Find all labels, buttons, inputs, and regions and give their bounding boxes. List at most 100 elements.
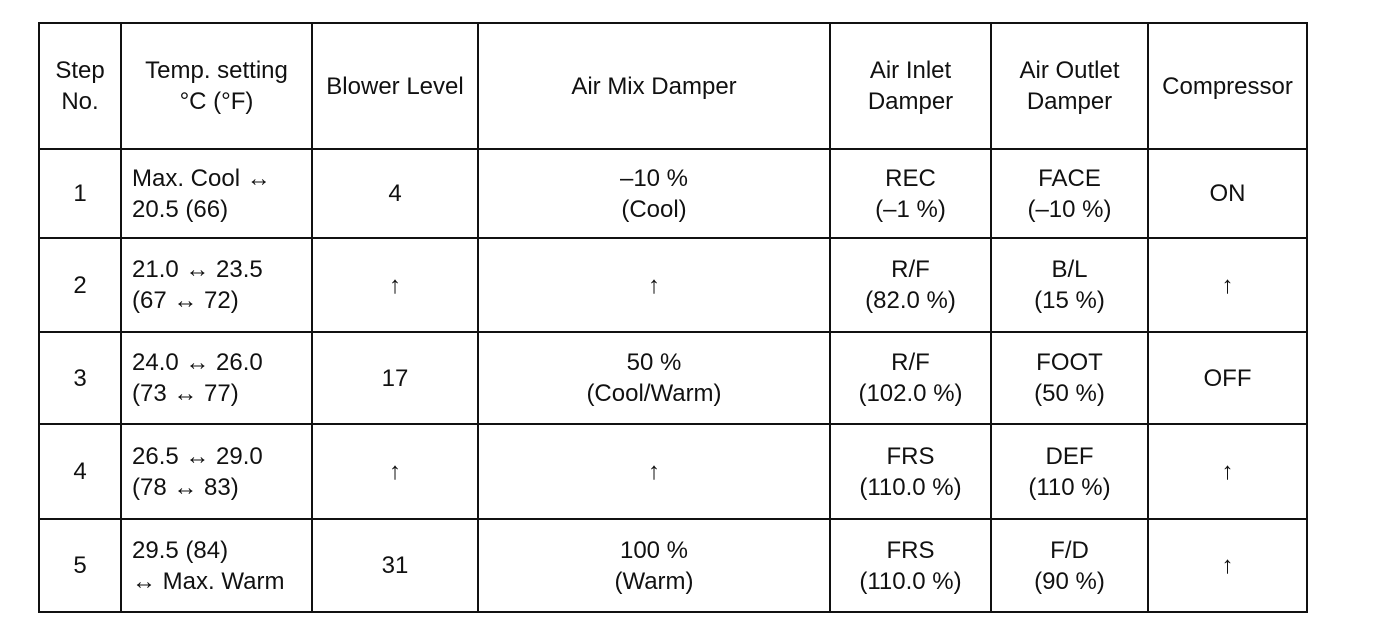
- table-cell: ↑: [477, 237, 831, 333]
- cell-text: ON: [1209, 180, 1246, 207]
- cell-text: 5: [73, 552, 87, 579]
- cell-text: –10 %: [619, 164, 689, 192]
- table-cell: ↑: [1147, 237, 1308, 333]
- cell-text: R/F: [891, 349, 930, 376]
- cell-text: (15 %): [1034, 287, 1105, 314]
- cell-text: Damper: [1026, 88, 1113, 115]
- table-cell: FRS (110.0 %): [829, 518, 992, 613]
- cell-text: 17: [381, 364, 409, 392]
- table-cell: 21.0 ↔ 23.5 (67 ↔ 72): [120, 237, 313, 333]
- cell-text: 50 %: [626, 349, 682, 376]
- table-cell: 50 % (Cool/Warm): [477, 331, 831, 425]
- cell-text: 2: [73, 271, 87, 299]
- table-cell: 3: [38, 331, 122, 425]
- table-cell: ↑: [311, 423, 479, 520]
- table-cell: REC (–1 %): [829, 148, 992, 239]
- cell-text: ↑: [648, 271, 660, 299]
- cell-text: Damper: [867, 88, 954, 115]
- cell-text: ↔ Max. Warm: [132, 567, 285, 595]
- cell-text: (–1 %): [875, 195, 946, 223]
- header-cell: Air Mix Damper: [477, 22, 831, 150]
- cell-text: FACE: [1038, 164, 1101, 192]
- table-cell: F/D (90 %): [990, 518, 1149, 613]
- cell-text: ↑: [1221, 552, 1234, 579]
- cell-text: Air Mix Damper: [571, 72, 737, 100]
- cell-text: °C (°F): [179, 88, 254, 115]
- cell-text: Air Outlet: [1019, 57, 1120, 84]
- cell-text: Temp. setting: [145, 57, 288, 84]
- table-cell: 1: [38, 148, 122, 239]
- table: Step No. Temp. setting °C (°F) Blower Level A…: [38, 22, 1308, 613]
- table-cell: 17: [311, 331, 479, 425]
- cell-text: 26.5 ↔ 29.0: [132, 442, 263, 470]
- cell-text: B/L: [1051, 256, 1088, 283]
- table-cell: 26.5 ↔ 29.0 (78 ↔ 83): [120, 423, 313, 520]
- table-cell: 5: [38, 518, 122, 613]
- table-row: 2 21.0 ↔ 23.5 (67 ↔ 72) ↑ ↑ R/F (82.0 %) B/L (15…: [38, 237, 1308, 333]
- cell-text: (67 ↔ 72): [132, 287, 239, 314]
- cell-text: (73 ↔ 77): [132, 380, 239, 407]
- cell-text: (50 %): [1034, 380, 1105, 407]
- header-cell: Step No.: [38, 22, 122, 150]
- cell-text: (Cool): [621, 195, 687, 223]
- cell-text: ↑: [1221, 458, 1234, 485]
- cell-text: Compressor: [1162, 72, 1293, 100]
- table-row: 4 26.5 ↔ 29.0 (78 ↔ 83) ↑ ↑ FRS (110.0 %) DEF (1…: [38, 423, 1308, 520]
- cell-text: FOOT: [1036, 349, 1103, 376]
- table-cell: 100 % (Warm): [477, 518, 831, 613]
- cell-text: 4: [388, 180, 402, 207]
- header-row: Step No. Temp. setting °C (°F) Blower Level A…: [38, 22, 1308, 150]
- cell-text: 31: [381, 552, 409, 579]
- table-cell: ↑: [311, 237, 479, 333]
- table-row: 1 Max. Cool ↔ 20.5 (66) 4 –10 % (Cool) REC (–1 …: [38, 148, 1308, 239]
- table-row: 3 24.0 ↔ 26.0 (73 ↔ 77) 17 50 % (Cool/Warm) R/…: [38, 331, 1308, 425]
- cell-text: R/F: [891, 256, 930, 283]
- cell-text: ↑: [1221, 271, 1234, 299]
- cell-text: 24.0 ↔ 26.0: [132, 349, 263, 376]
- cell-text: Air Inlet: [869, 57, 952, 84]
- cell-text: FRS: [886, 442, 935, 470]
- table-cell: R/F (82.0 %): [829, 237, 992, 333]
- cell-text: (110.0 %): [859, 567, 962, 595]
- table-cell: 31: [311, 518, 479, 613]
- cell-text: 1: [73, 180, 87, 207]
- table-cell: ON: [1147, 148, 1308, 239]
- cell-text: (90 %): [1034, 567, 1105, 595]
- cell-text: (82.0 %): [865, 287, 956, 314]
- table-cell: 4: [38, 423, 122, 520]
- cell-text: Step: [55, 57, 105, 84]
- cell-text: Blower Level: [326, 72, 464, 100]
- cell-text: (Cool/Warm): [586, 380, 722, 407]
- cell-text: (110.0 %): [859, 473, 962, 501]
- header-cell: Air Inlet Damper: [829, 22, 992, 150]
- cell-text: (Warm): [614, 567, 694, 595]
- cell-text: REC: [885, 164, 936, 192]
- header-cell: Blower Level: [311, 22, 479, 150]
- header-cell: Air Outlet Damper: [990, 22, 1149, 150]
- table-cell: OFF: [1147, 331, 1308, 425]
- table-cell: FRS (110.0 %): [829, 423, 992, 520]
- table-cell: 2: [38, 237, 122, 333]
- cell-text: (110 %): [1028, 473, 1111, 501]
- table-cell: –10 % (Cool): [477, 148, 831, 239]
- header-cell: Compressor: [1147, 22, 1308, 150]
- cell-text: 21.0 ↔ 23.5: [132, 256, 263, 283]
- cell-text: (78 ↔ 83): [132, 473, 239, 501]
- table-row: 5 29.5 (84) ↔ Max. Warm 31 100 % (Warm) FRS (11…: [38, 518, 1308, 613]
- cell-text: 29.5 (84): [132, 536, 229, 564]
- cell-text: F/D: [1050, 536, 1089, 564]
- table-cell: DEF (110 %): [990, 423, 1149, 520]
- table-cell: FOOT (50 %): [990, 331, 1149, 425]
- table-cell: R/F (102.0 %): [829, 331, 992, 425]
- cell-text: (102.0 %): [858, 380, 963, 407]
- cell-text: ↑: [389, 458, 401, 485]
- table-cell: FACE (–10 %): [990, 148, 1149, 239]
- table-cell: ↑: [1147, 423, 1308, 520]
- header-cell: Temp. setting °C (°F): [120, 22, 313, 150]
- cell-text: OFF: [1203, 364, 1252, 392]
- table-cell: ↑: [477, 423, 831, 520]
- cell-text: ↑: [389, 271, 401, 299]
- cell-text: 3: [73, 364, 87, 392]
- cell-text: 4: [73, 458, 87, 485]
- table-cell: B/L (15 %): [990, 237, 1149, 333]
